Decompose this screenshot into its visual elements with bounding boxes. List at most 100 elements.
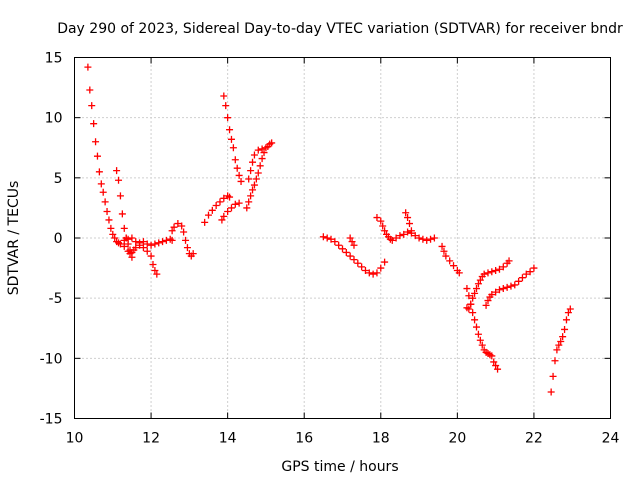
data-point	[465, 292, 473, 300]
plot-frame	[74, 57, 611, 419]
data-point	[224, 114, 232, 122]
y-axis-label: SDTVAR / TECUs	[6, 181, 22, 296]
data-point	[354, 259, 362, 267]
data-point	[90, 120, 98, 128]
series-arc-9	[245, 145, 266, 183]
data-point	[128, 234, 136, 242]
x-tick-label: 24	[602, 431, 620, 447]
x-tick-label: 12	[142, 431, 160, 447]
data-point	[111, 234, 119, 242]
data-point	[547, 388, 555, 396]
series-arc-14	[438, 242, 463, 277]
data-point	[342, 248, 350, 256]
data-point	[147, 241, 155, 249]
data-point	[490, 358, 498, 366]
data-point	[99, 188, 107, 196]
data-point	[224, 208, 232, 216]
data-point	[419, 235, 427, 243]
data-point	[147, 252, 155, 260]
data-point	[381, 258, 389, 266]
data-point	[132, 244, 140, 252]
y-tick-labels: -15 -10 -5 0 5 10 15	[40, 51, 63, 428]
data-point	[116, 192, 124, 200]
data-point	[226, 126, 234, 134]
data-point	[159, 238, 167, 246]
data-point	[132, 238, 140, 246]
data-point	[415, 234, 423, 242]
data-point	[245, 175, 253, 183]
data-point	[551, 357, 559, 365]
y-tick-label: 0	[54, 231, 63, 247]
data-point	[168, 236, 176, 244]
x-axis-label: GPS time / hours	[281, 459, 398, 475]
data-point	[243, 204, 251, 212]
data-point	[488, 352, 496, 360]
x-tick-label: 16	[295, 431, 313, 447]
data-point	[482, 301, 490, 309]
y-tick-label: 5	[54, 171, 63, 187]
data-point	[492, 266, 500, 274]
data-point	[442, 252, 450, 260]
data-point	[530, 264, 538, 272]
chart-title: Day 290 of 2023, Sidereal Day-to-day VTE…	[57, 21, 623, 37]
grid-lines	[74, 57, 611, 419]
y-tick-label: 10	[45, 111, 63, 127]
data-point	[250, 151, 258, 159]
data-point	[126, 246, 134, 254]
data-point	[178, 222, 186, 230]
data-point	[471, 316, 479, 324]
data-point	[189, 250, 197, 258]
data-point	[258, 145, 266, 153]
data-point	[220, 194, 228, 202]
data-point	[476, 276, 484, 284]
data-point	[237, 177, 245, 185]
data-point	[101, 198, 109, 206]
data-point	[566, 305, 574, 313]
data-point	[170, 223, 178, 231]
data-point	[492, 288, 500, 296]
series-arc-12	[373, 214, 438, 244]
data-point	[361, 266, 369, 274]
data-point	[450, 262, 458, 270]
data-point	[220, 92, 228, 100]
data-point	[153, 270, 161, 278]
series-arc-3	[120, 234, 176, 249]
data-point	[231, 200, 239, 208]
data-point	[564, 309, 572, 317]
data-point	[379, 222, 387, 230]
x-tick-label: 18	[372, 431, 390, 447]
data-point	[358, 263, 366, 271]
data-point	[268, 139, 276, 147]
data-point	[327, 235, 335, 243]
data-point	[463, 285, 471, 293]
data-point	[446, 257, 454, 265]
data-point	[561, 325, 569, 333]
data-point	[319, 233, 327, 241]
data-point	[339, 245, 346, 253]
data-point	[260, 149, 268, 157]
data-point	[471, 289, 479, 297]
series-arc-11	[346, 234, 358, 249]
data-point	[511, 281, 519, 289]
data-point	[120, 242, 128, 250]
data-point	[256, 162, 264, 170]
data-point	[365, 269, 373, 277]
data-point	[392, 234, 400, 242]
data-point	[350, 256, 358, 264]
series-arc-5	[201, 192, 234, 226]
data-point	[254, 169, 262, 177]
data-point	[557, 337, 565, 345]
data-point	[469, 294, 477, 302]
series-arc-6	[220, 92, 245, 185]
data-point	[93, 152, 101, 160]
data-point	[515, 277, 523, 285]
data-point	[455, 269, 463, 277]
y-tick-label: 15	[45, 51, 63, 67]
y-tick-label: -10	[40, 351, 63, 367]
data-point	[411, 232, 419, 240]
data-point	[559, 333, 567, 341]
data-point	[226, 193, 234, 201]
data-point	[120, 224, 128, 232]
data-point	[143, 247, 151, 255]
x-tick-label: 14	[219, 431, 237, 447]
